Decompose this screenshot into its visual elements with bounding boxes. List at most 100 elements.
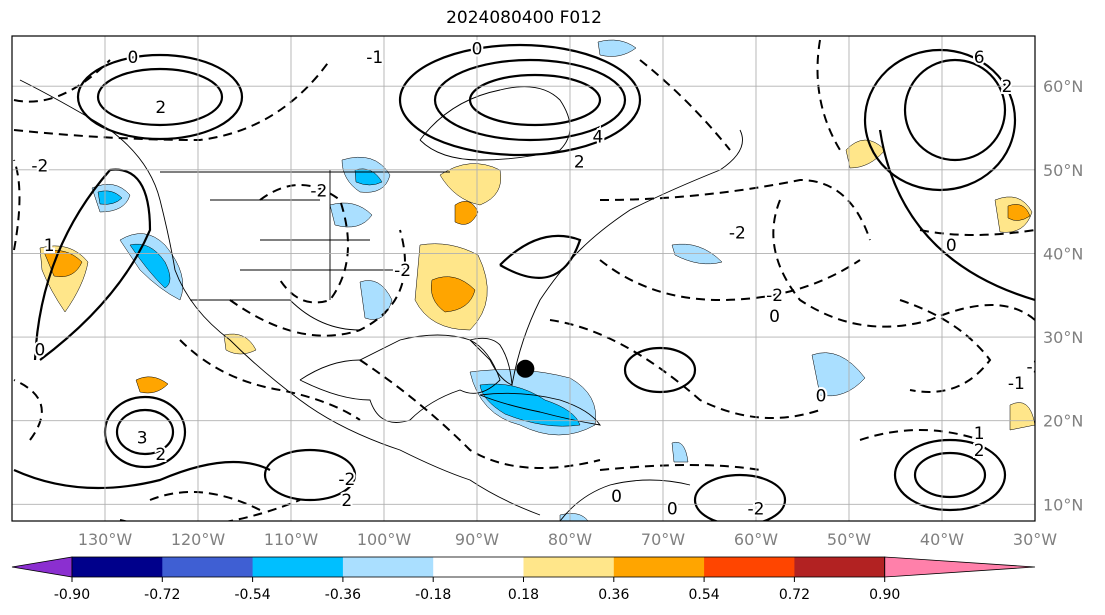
contour-dashed [259,184,349,304]
contour-value-label: 2 [155,98,166,118]
contour-solid [433,58,627,142]
coastline-south-america [559,479,691,521]
shade-positive-area [1009,402,1035,431]
contour-solid [893,438,1007,512]
coastline-cuba [479,392,601,426]
contour-value-label: -2 [766,286,783,306]
shade-positive-area [439,163,502,206]
contour-value-label: 0 [34,341,45,361]
shade-negative-area [597,39,637,57]
latitude-tick-labels: 60°N 50°N 40°N 30°N 20°N 10°N [1043,77,1083,514]
contour-solid [33,168,152,361]
contour-solid [913,451,987,499]
colorbar-outline [71,556,886,578]
contour-value-label: 0 [816,387,827,407]
contour-value-label: -2 [310,182,327,202]
shade-negative-area [671,243,723,265]
coastline-hudson-bay [419,86,571,161]
colorbar-tick-label: 0.18 [508,587,539,603]
contour-solid [863,48,1017,192]
dashed-contour-layer [13,39,1035,521]
shade-negative-core [129,243,171,289]
coastline-layer [19,79,743,521]
contour-value-label: 1 [974,424,985,444]
contour-dashed [13,159,21,251]
contour-solid [263,448,357,502]
contour-dashed [899,299,992,393]
contour-solid [903,58,1007,162]
contour-value-label: -2 [748,499,765,519]
contour-solid [468,73,602,127]
contour-dashed [816,39,841,151]
shade-positive-area [845,139,886,169]
lon-tick-label: 40°W [920,530,964,549]
contour-value-label: 2 [1002,77,1013,97]
storm-position-marker [516,359,535,378]
colorbar-segment [613,557,705,577]
colorbar-segment [433,557,524,577]
map-title: 2024080400 F012 [446,8,602,28]
colorbar-tick-label: -0.18 [415,587,451,603]
colorbar-tick-label: 0.90 [869,587,900,603]
colorbar-segment [72,557,163,577]
colorbar-segment [252,557,344,577]
contour-dashed [599,259,861,302]
shade-negative-core [354,168,383,186]
contour-value-label: -2 [338,470,355,490]
colorbar-segment [162,557,254,577]
contour-value-label: 0 [946,236,957,256]
contour-solid [76,53,244,141]
contour-value-label: 2 [974,441,985,461]
colorbar: -0.90 -0.72 -0.54 -0.36 -0.18 0.18 0.36 0.54 0.7… [11,556,1036,603]
contour-value-label: -2 [1027,357,1044,377]
shade-positive-core [1007,204,1031,221]
contour-dashed [859,429,981,441]
shade-positive-core [431,276,476,313]
contour-value-label: -2 [394,261,411,281]
contour-solid [623,346,697,394]
contour-solid [13,460,271,490]
lon-tick-label: 90°W [455,530,499,549]
contour-value-label: 4 [592,127,603,147]
colorbar-extend-high [884,556,1036,578]
lat-tick-label: 50°N [1043,161,1083,180]
shaded-anomaly-layer [39,39,1035,521]
lat-tick-label: 60°N [1043,77,1083,96]
solid-contour-layer [13,43,1035,521]
contour-solid [398,43,642,157]
contour-solid [499,234,582,279]
lon-tick-label: 110°W [264,530,319,549]
colorbar-tick-label: 0.36 [598,587,629,603]
contour-value-label: 2 [574,152,585,172]
contour-value-label: 3 [137,428,148,448]
lat-tick-label: 40°N [1043,244,1083,263]
contour-value-label: 0 [472,40,483,60]
coastline-gulf-of-mexico [299,334,501,423]
contour-value-label: -2 [31,157,48,177]
contour-value-label: 6 [974,48,985,68]
longitude-tick-labels: 130°W 120°W 110°W 100°W 90°W 80°W 70°W 60°W 50°W… [78,530,1057,549]
colorbar-segment [794,557,886,577]
lat-tick-label: 30°N [1043,328,1083,347]
colorbar-segment [523,557,615,577]
shade-positive-core [454,201,479,225]
contour-value-label: -2 [729,224,746,244]
contour-dashed [599,464,761,471]
map-frame [11,35,1036,522]
lat-tick-label: 20°N [1043,412,1083,431]
lon-tick-label: 120°W [171,530,226,549]
shade-negative-area [329,202,373,228]
contour-dashed [13,59,111,103]
colorbar-tick-label: -0.54 [234,587,270,603]
contour-solid [693,473,787,521]
shade-negative-area [559,513,589,521]
lat-tick-label: 10°N [1043,495,1083,514]
colorbar-tick-label: -0.90 [54,587,90,603]
contour-value-label: 1 [44,236,55,256]
gridline-layer [12,36,1036,521]
lon-tick-label: 50°W [827,530,871,549]
lon-tick-label: 130°W [78,530,133,549]
contour-value-label: -1 [366,48,383,68]
contour-dashed [772,199,1035,328]
